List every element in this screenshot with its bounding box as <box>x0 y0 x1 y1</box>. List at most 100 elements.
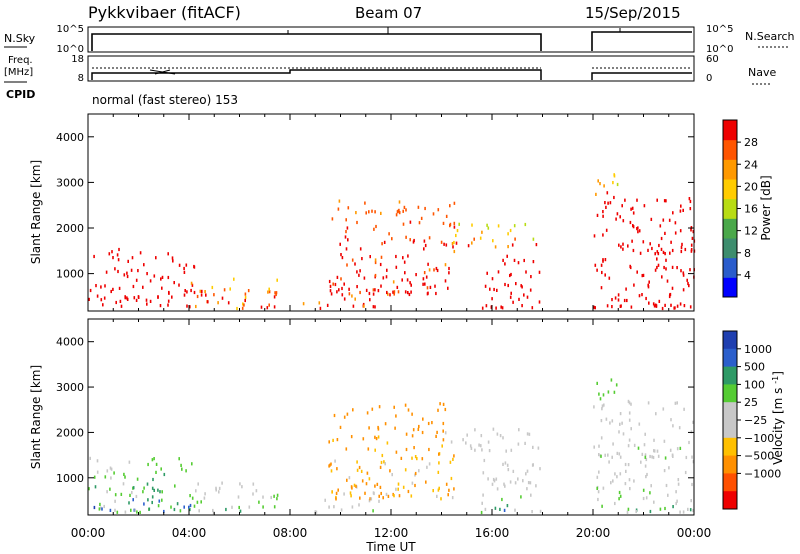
velocity-cells-cell <box>602 393 605 397</box>
velocity-cells-cell <box>651 455 653 459</box>
power-cells-cell <box>453 249 456 254</box>
power-cells-cell <box>193 264 195 269</box>
velocity-cells-cell <box>610 481 612 485</box>
power-cells-cell <box>669 293 671 297</box>
power-cells-cell <box>380 255 383 259</box>
velocity-cells-cell <box>131 491 133 495</box>
velocity-cells-cell <box>368 499 371 503</box>
power-cells-cell <box>167 299 170 303</box>
power-cells-cell <box>668 218 671 222</box>
power-cells-cell <box>607 201 609 205</box>
velocity-colorbar-cells <box>723 331 737 510</box>
velocity-cells-cell <box>371 407 374 411</box>
velocity-cells-cell <box>353 483 356 487</box>
power-colorbar-swatch <box>723 218 737 239</box>
velocity-cells-cell <box>174 484 176 488</box>
power-cells-cell <box>604 273 606 277</box>
power-cells-cell <box>242 302 244 306</box>
power-cells-cell <box>507 283 509 288</box>
velocity-cells-cell <box>679 510 681 514</box>
power-cells-cell <box>244 292 247 296</box>
velocity-cells-cell <box>99 506 102 510</box>
power-colorbar-swatch <box>723 120 737 141</box>
power-cells-cell <box>666 279 669 283</box>
velocity-cells-cell <box>189 503 192 508</box>
power-cells-cell <box>398 200 401 204</box>
time-axis-title: Time UT <box>365 540 416 554</box>
power-cells-cell <box>486 223 488 227</box>
velocity-cells-cell <box>650 484 652 488</box>
velocity-cells-cell <box>450 440 453 444</box>
velocity-cells-cell <box>618 490 621 495</box>
velocity-cells-cell <box>690 430 693 434</box>
power-cells-cell <box>395 265 398 269</box>
velocity-cells-cell <box>360 469 363 473</box>
velocity-cells-cell <box>435 434 437 438</box>
velocity-cells-cell <box>526 487 528 491</box>
power-cells-cell <box>595 192 597 196</box>
power-cells-cell <box>161 275 164 279</box>
power-cells-cell <box>146 272 148 276</box>
power-cells-cell <box>647 283 649 287</box>
velocity-cells-cell <box>218 486 221 490</box>
velocity-cells-cell <box>598 444 600 448</box>
power-colorbar-swatch <box>723 139 737 160</box>
power-cells-cell <box>655 304 658 308</box>
velocity-cells-cell <box>178 457 180 461</box>
power-cells-cell <box>487 226 490 230</box>
velocity-cells-cell <box>628 401 631 405</box>
velocity-cells-cell <box>442 421 445 426</box>
power-cells-cell <box>423 239 426 243</box>
velocity-cells-cell <box>675 490 677 494</box>
power-cells-cell <box>597 179 599 183</box>
power-cells-cell <box>443 242 445 246</box>
velocity-cells-cell <box>395 487 397 491</box>
power-cells-cell <box>189 305 191 309</box>
velocity-cells-cell <box>128 460 131 464</box>
power-cells-cell <box>613 174 616 178</box>
velocity-cells-cell <box>618 430 620 434</box>
power-cells-cell <box>440 240 443 244</box>
power-cells-cell <box>620 304 622 308</box>
power-cells-cell <box>336 290 338 294</box>
power-cells-cell <box>118 247 120 252</box>
power-cells-cell <box>345 230 347 234</box>
power-cells-cell <box>444 279 447 283</box>
freq-series-line-2 <box>591 72 692 80</box>
velocity-cells-cell <box>599 397 602 401</box>
velocity-cells-cell <box>644 453 647 457</box>
velocity-cells-cell <box>93 505 96 510</box>
velocity-cells-cell <box>692 460 695 464</box>
velocity-colorbar-swatch <box>723 366 737 385</box>
power-cells-cell <box>638 294 641 298</box>
velocity-cells-cell <box>394 426 396 430</box>
power-cells-cell <box>105 270 108 274</box>
power-cells-cell <box>680 245 683 250</box>
time-tick-label: 08:00 <box>273 526 308 540</box>
power-cells-cell <box>618 243 620 247</box>
velocity-cells-cell <box>332 438 334 442</box>
velocity-cells-cell <box>522 479 524 483</box>
velocity-cells-cell <box>602 486 605 490</box>
power-cells-cell <box>642 240 645 244</box>
power-cells-cell <box>397 290 400 294</box>
power-cells-cell <box>139 251 142 255</box>
velocity-cells-cell <box>685 455 688 460</box>
velocity-cells-cell <box>645 475 647 479</box>
power-yticks: 1000 2000 3000 4000 <box>56 131 694 281</box>
power-cells-cell <box>453 240 455 245</box>
velocity-cells-cell <box>185 469 187 473</box>
velocity-cells-cell <box>616 451 619 455</box>
velocity-cells-cell <box>596 486 598 490</box>
velocity-cells-cell <box>416 457 418 461</box>
power-cells-cell <box>630 207 632 211</box>
power-cells-cell <box>114 267 116 271</box>
power-cells-cell <box>334 282 337 287</box>
velocity-cells-cell <box>664 506 666 511</box>
velocity-colorbar-tick-label: −100 <box>744 432 774 445</box>
velocity-cells-cell <box>122 482 125 486</box>
velocity-cells-cell <box>133 508 136 512</box>
power-cells-cell <box>448 271 450 275</box>
power-cells-cell <box>223 288 226 292</box>
velocity-cells-cell <box>404 403 407 407</box>
